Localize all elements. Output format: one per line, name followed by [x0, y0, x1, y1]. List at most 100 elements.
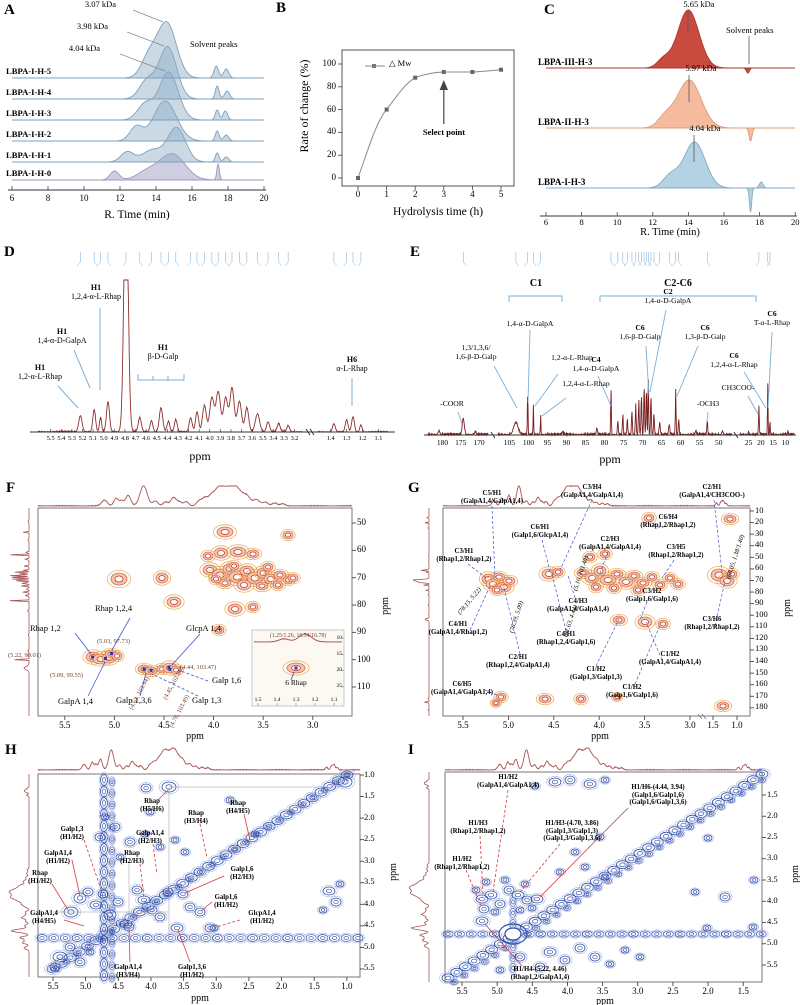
x-axis-title: ppm	[186, 731, 204, 742]
y-axis-tick: 20	[755, 516, 764, 527]
y-axis-tick: 30	[755, 527, 764, 538]
cross-peak-label: Galp1,6 (H2/H3)	[230, 866, 254, 881]
solvent-label: Solvent peaks	[726, 25, 774, 35]
peak-assignment: C4 1,4-α-D-GalpA	[538, 355, 654, 373]
panel-letter: D	[4, 244, 15, 260]
inset-y-tick: 10	[336, 634, 343, 641]
y-axis-tick: 60	[357, 544, 366, 555]
axis-tick: 4.8	[120, 435, 129, 442]
peak-assignment: H1 1,2-α-L-Rhap	[0, 363, 95, 382]
peak-assignment: 1,2,4-α-L-Rhap	[528, 379, 644, 389]
cross-peak-label: Galp1,3,6 (H1/H2)	[178, 964, 206, 979]
axis-tick: 4.6	[142, 435, 151, 442]
assignment-position: C2	[663, 287, 673, 296]
y-axis-tick: 3.0	[767, 852, 778, 863]
x-axis-tick: 4.0	[207, 720, 220, 730]
peak-assignment: C6 1,6-β-D-Galp	[582, 323, 698, 341]
axis-tick: 1.1	[374, 435, 383, 442]
y-axis-title: ppm	[380, 597, 391, 615]
y-axis-tick: 2.5	[767, 831, 778, 841]
axis-tick: 3.5	[258, 435, 267, 442]
peak-assignment: C2 1,4-α-D-GalpA	[610, 287, 726, 305]
assignment-sugar: 1,3-β-D-Galp	[684, 331, 726, 341]
inset-x-tick: 1.5	[254, 697, 262, 703]
axis-tick: 1	[384, 189, 389, 199]
cross-peak-label: H1/H3-(4.70, 3.86) (Galp1,3/Galp1,3) (Ga…	[543, 820, 601, 843]
y-axis-tick: 1.0	[364, 768, 375, 779]
cross-peak-label: GalpA1,4 (H2/H3)	[136, 830, 164, 845]
axis-tick: 3	[441, 189, 447, 199]
cross-peak-label: C1/H2 (GalpA1,4/GalpA1,4)	[639, 651, 701, 666]
x-axis-tick: 2.0	[702, 986, 714, 996]
axis-tick: 180	[436, 438, 449, 447]
cross-peak-label: Rhap (H2/H3)	[120, 850, 144, 865]
x-axis-tick: 4.0	[145, 981, 157, 991]
peak-assignment: C6 1,3-β-D-Galp	[647, 323, 763, 341]
axis-tick: 10	[781, 438, 790, 447]
assignment-position: C6	[635, 323, 645, 332]
axis-tick: 4.3	[173, 435, 182, 442]
legend-mw: △ Mw	[389, 58, 412, 68]
y-axis-tick: 130	[755, 643, 768, 654]
x-axis-tick: 3.5	[596, 986, 609, 996]
axis-tick: 4.1	[195, 435, 204, 442]
y-axis-title: ppm	[790, 865, 800, 883]
cross-peak-label: C3/H1 (Rhap1,2/Rhap1,2)	[436, 548, 492, 563]
y-axis-tick: 5.0	[364, 940, 375, 951]
assignment-sugar: α-L-Rhap	[336, 363, 368, 373]
axis-tick: 18	[755, 217, 764, 227]
panel-d-1h-nmr: 5.5 5.4 5.3 5.2 5.1 5.0 4.9 4.8 4.7 4.6 4.5 4.4 4.3 4…	[0, 240, 400, 478]
peak-assignment: 1,2-α-L-Rhap	[514, 353, 630, 363]
inset-y-tick: 25	[336, 683, 343, 690]
axis-tick: 8	[579, 217, 584, 227]
assignment-position: H1	[56, 327, 68, 336]
x-axis-tick: 3.5	[257, 720, 269, 730]
cross-peak-label: C6/H4 (Rhap1,2/Rhap1,2)	[640, 514, 696, 529]
cross-peak-label: C1/H2 (Galp1,6/Galp1,6)	[605, 684, 659, 699]
cross-peak-label: C3/H4 (GalpA1,4/GalpA1,4)	[561, 484, 623, 499]
axis-tick: 170	[473, 438, 485, 447]
panel-letter: G	[408, 480, 420, 496]
cross-peak-label: C5/H1 (GalpA1,4/GalpA1,4)	[461, 490, 523, 505]
y-axis-tick: 110	[357, 681, 371, 691]
trace-label: LBPA-I-H-0	[6, 168, 52, 178]
y-axis-title: ppm	[388, 863, 399, 881]
x-axis-tick: 5.0	[80, 981, 92, 991]
cross-peak-label: C4/H1 (Rhap1,2,4/Galp1,6)	[536, 631, 596, 646]
trace-label: LBPA-I-H-1	[6, 150, 52, 160]
axis-tick: 6	[9, 193, 15, 203]
axis-tick: 5.2	[78, 435, 87, 442]
cross-peak-label: Rhap (H5/H6)	[140, 798, 164, 813]
cross-peak-label: Rhap (H3/H4)	[184, 810, 208, 825]
assignment-position: C6	[767, 309, 777, 318]
axis-tick: 3.4	[269, 435, 278, 442]
y-axis-tick: 10	[755, 504, 764, 515]
axis-tick: 5	[498, 189, 504, 199]
mw-label: 5.97 kDa	[685, 63, 717, 73]
inset-x-tick: 1.4	[273, 697, 281, 703]
y-axis-tick: 80	[327, 80, 336, 91]
cross-peak-label: GlcpA1,4 (H1/H2)	[248, 910, 276, 925]
assignment-sugar: CH3COO-	[721, 383, 755, 392]
axis-tick: 10	[79, 193, 89, 203]
cross-peak-label: Rhap (H1/H2)	[28, 870, 52, 885]
axis-tick: 95	[543, 438, 552, 447]
x-axis-title: R. Time (min)	[640, 227, 700, 238]
y-axis-tick: 70	[755, 573, 764, 584]
axis-tick: 70	[638, 438, 647, 447]
axis-tick: 3.6	[248, 435, 257, 442]
assignment-name: Galp 1,6	[212, 675, 242, 685]
axis-tick: 1.3	[342, 435, 351, 442]
inset-x-tick: 1.2	[311, 697, 319, 703]
axis-tick: 12	[115, 193, 125, 203]
assignment-sugar: 1,2,4-α-L-Rhap	[71, 291, 121, 301]
axis-tick: 20	[259, 193, 269, 203]
x-axis-tick: 1.5	[308, 981, 320, 991]
axis-tick: 3.2	[290, 435, 299, 442]
panel-letter: E	[410, 244, 421, 260]
x-axis-tick: 4.5	[526, 986, 538, 996]
cross-peak-label: GalpA1,4 (H1/H2)	[44, 850, 72, 865]
assignment-name: Rhap 1,2,4	[95, 603, 133, 613]
assignment-sugar: 1,3/1,3,6/ 1,6-β-D-Galp	[455, 343, 497, 361]
mw-label: 4.04 kDa	[68, 43, 101, 53]
